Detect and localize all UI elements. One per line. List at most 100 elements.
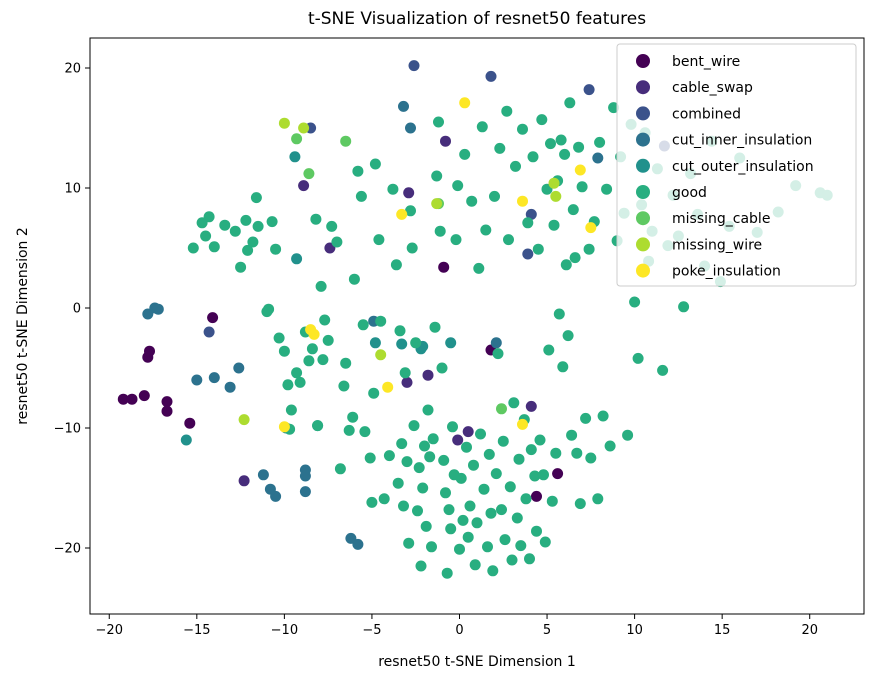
point-cut_outer_insulation-9: [445, 337, 457, 349]
point-good-160: [585, 452, 597, 464]
point-good-43: [364, 452, 376, 464]
point-good-117: [506, 554, 518, 566]
point-cable_swap-9: [525, 400, 537, 412]
point-good-41: [357, 319, 369, 331]
point-bent_wire-1: [126, 393, 138, 405]
y-axis-label: resnet50 t-SNE Dimension 2: [15, 227, 31, 425]
point-good-65: [415, 560, 427, 572]
point-good-105: [485, 507, 497, 519]
x-tick-label-3: −5: [362, 623, 381, 638]
point-good-21: [291, 367, 303, 379]
point-good-10: [247, 236, 259, 248]
point-good-103: [482, 541, 493, 553]
point-good-62: [410, 337, 422, 349]
point-missing_cable-0: [291, 133, 303, 145]
legend-label-missing_wire: missing_wire: [672, 237, 762, 253]
point-good-114: [501, 105, 513, 117]
point-good-59: [405, 205, 416, 217]
point-good-40: [355, 190, 367, 202]
point-good-94: [466, 195, 478, 207]
point-good-96: [469, 559, 481, 571]
point-cut_inner_insulation-19: [592, 152, 604, 164]
point-good-136: [539, 536, 551, 548]
point-poke_insulation-5: [459, 97, 471, 109]
y-tick-label-3: 10: [64, 182, 81, 197]
point-bent_wire-11: [531, 490, 542, 502]
point-cut_outer_insulation-0: [180, 434, 192, 446]
point-cut_inner_insulation-3: [191, 374, 203, 386]
point-cable_swap-0: [238, 475, 250, 487]
point-cable_swap-8: [462, 426, 474, 438]
point-good-26: [310, 213, 322, 225]
point-good-22: [294, 376, 306, 388]
x-tick-label-1: −15: [183, 623, 210, 638]
x-tick-label-5: 5: [543, 623, 551, 638]
point-good-64: [413, 462, 425, 474]
point-good-52: [390, 259, 402, 271]
point-cut_inner_insulation-7: [257, 469, 269, 481]
point-good-81: [443, 504, 455, 516]
point-good-121: [513, 453, 525, 465]
point-good-31: [326, 220, 338, 232]
point-good-104: [483, 448, 495, 460]
legend-marker-cut_inner_insulation: [636, 132, 650, 147]
point-good-152: [567, 204, 579, 216]
point-good-74: [431, 170, 443, 182]
point-good-149: [562, 330, 574, 342]
point-good-53: [392, 477, 404, 489]
point-good-115: [503, 234, 514, 246]
point-good-90: [459, 148, 471, 160]
point-good-198: [317, 354, 329, 366]
point-bent_wire-5: [161, 396, 173, 408]
point-cut_inner_insulation-11: [299, 486, 311, 498]
point-good-123: [517, 123, 528, 135]
point-good-119: [510, 160, 521, 172]
point-bent_wire-0: [117, 393, 129, 405]
point-good-16: [270, 243, 282, 255]
y-tick-label-2: 0: [73, 302, 81, 317]
point-good-174: [632, 352, 644, 364]
point-good-199: [399, 367, 411, 379]
point-good-63: [412, 505, 423, 517]
point-cut_inner_insulation-9: [270, 490, 282, 502]
point-combined-4: [522, 248, 534, 260]
point-good-24: [303, 355, 315, 367]
point-good-0: [187, 242, 199, 254]
point-good-147: [559, 148, 571, 160]
point-good-184: [678, 301, 690, 313]
point-good-44: [366, 496, 378, 508]
point-good-83: [447, 421, 458, 433]
point-good-4: [208, 241, 220, 253]
point-poke_insulation-0: [278, 421, 290, 433]
point-good-125: [520, 493, 532, 505]
point-cable_swap-5: [422, 369, 434, 381]
point-good-109: [492, 348, 504, 360]
point-good-118: [508, 397, 520, 409]
point-good-95: [468, 459, 479, 471]
point-poke_insulation-7: [517, 195, 528, 207]
point-combined-6: [583, 84, 595, 96]
point-good-99: [475, 428, 486, 440]
point-good-150: [564, 97, 576, 109]
point-good-162: [592, 493, 604, 505]
point-good-102: [480, 224, 492, 236]
point-bent_wire-2: [138, 390, 150, 402]
x-tick-label-2: −10: [271, 623, 298, 638]
x-tick-label-6: 10: [626, 623, 643, 638]
point-good-111: [496, 504, 507, 516]
point-missing_wire-6: [550, 190, 562, 202]
point-good-92: [462, 531, 474, 543]
point-good-7: [235, 261, 247, 273]
x-tick-label-7: 15: [714, 623, 731, 638]
point-missing_wire-0: [238, 414, 250, 426]
point-good-106: [487, 565, 499, 577]
point-good-45: [368, 387, 380, 399]
point-good-159: [583, 243, 595, 255]
point-bent_wire-8: [207, 312, 219, 324]
point-good-54: [394, 325, 406, 337]
point-cut_inner_insulation-6: [233, 362, 245, 374]
point-good-19: [282, 379, 294, 391]
point-good-6: [229, 225, 241, 237]
y-axis: −20 −10 0 10 20: [54, 62, 90, 557]
point-cut_inner_insulation-4: [208, 372, 220, 384]
